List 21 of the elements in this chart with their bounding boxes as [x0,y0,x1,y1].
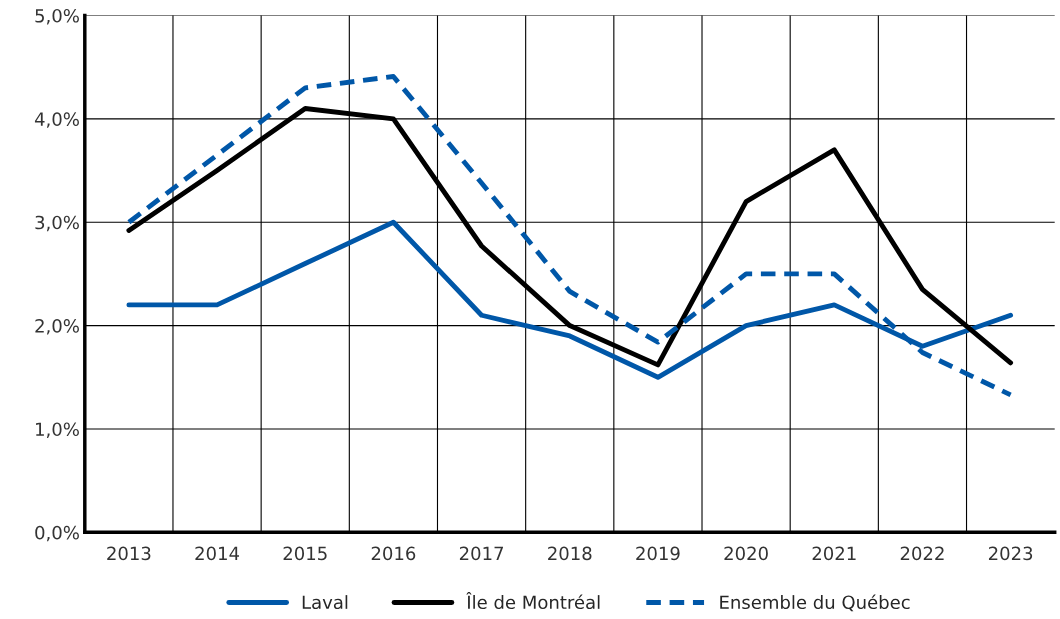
x-tick-label: 2013 [107,546,151,561]
y-tick-label: 4,0% [34,112,79,128]
x-tick-label: 2016 [371,546,416,561]
x-tick-label: 2021 [812,546,856,561]
legend-label: Île de Montréal [466,592,600,610]
x-tick-label: 2022 [900,546,944,561]
x-tick-label: 2017 [459,546,504,561]
y-tick-label: 1,0% [36,422,79,438]
y-tick-label: 0,0% [35,525,79,542]
legend-label: Ensemble du Québec [720,594,910,612]
x-tick-label: 2019 [636,546,680,561]
y-tick-label: 2,0% [35,319,79,335]
x-tick-label: 2015 [283,546,327,561]
line-series [126,74,1014,398]
x-tick-label: 2023 [988,546,1033,561]
y-tick-label: 3,0% [35,215,79,232]
x-tick-label: 2014 [195,546,240,561]
x-tick-label: 2020 [724,546,768,561]
y-tick-label: 5,0% [35,8,79,25]
legend-label: Laval [302,595,348,610]
x-tick-label: 2018 [548,546,592,561]
